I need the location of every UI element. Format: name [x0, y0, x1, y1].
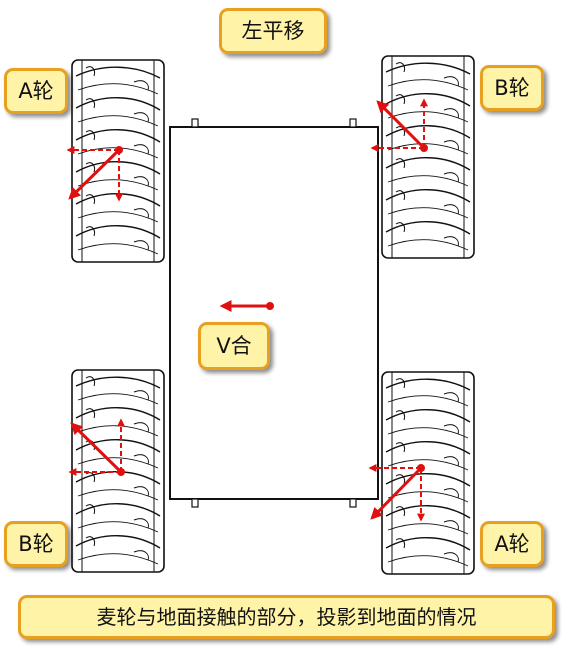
wheel-label-top-right: B轮 [480, 65, 544, 111]
wheel-label-top-left: A轮 [4, 68, 68, 114]
chassis-tab [191, 118, 199, 128]
wheel-label-bottom-right: A轮 [480, 521, 544, 567]
wheel-top-right [381, 55, 475, 259]
force-vectors-bottom-left [68, 418, 125, 476]
chassis-tab [349, 118, 357, 128]
chassis-tab [349, 498, 357, 508]
force-vectors-top-right [370, 98, 428, 152]
force-vectors-top-left [66, 146, 123, 202]
caption: 麦轮与地面接触的部分，投影到地面的情况 [18, 595, 555, 639]
velocity-label: V合 [198, 322, 270, 370]
title-label: 左平移 [219, 8, 327, 54]
chassis-tab [191, 498, 199, 508]
resultant-velocity-arrow [219, 300, 274, 312]
wheel-label-bottom-left: B轮 [4, 521, 68, 567]
force-vectors-bottom-right [368, 464, 425, 522]
chassis-body [169, 126, 379, 500]
wheel-bottom-right [381, 371, 475, 575]
